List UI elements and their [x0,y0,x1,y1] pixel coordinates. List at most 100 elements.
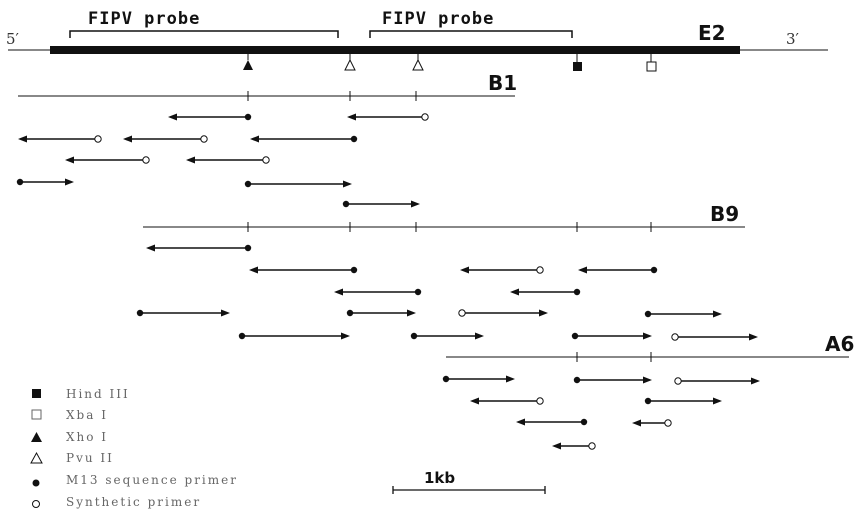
arrowhead-icon [249,266,258,274]
arrowhead-icon [341,332,350,340]
sequencing-read-arrow [552,442,596,450]
arrowhead-icon [470,397,479,405]
arrowhead-icon [713,397,722,405]
sequencing-read-arrow [334,288,422,296]
pvu-ii-site-icon [344,58,356,71]
xho-i-site-icon [243,60,253,70]
sequencing-read-arrow [410,332,484,340]
site-markers [243,54,657,72]
m13-primer-icon [414,288,422,296]
legend-label-hind-iii: Hind III [66,387,130,401]
sequencing-read-arrow [342,200,420,208]
sequencing-read-arrow [186,156,270,164]
arrowhead-icon [146,244,155,252]
synthetic-primer-legend-icon [32,500,40,508]
arrowhead-icon [578,266,587,274]
clone-label-a6: A6 [825,332,854,356]
three-prime-label: 3′ [786,30,800,48]
legend-label-xba-i: Xba I [66,408,108,422]
probe-bracket-2 [369,30,573,38]
arrowhead-icon [18,135,27,143]
arrowhead-icon [65,156,74,164]
arrowhead-icon [506,375,515,383]
sequencing-read-arrow [146,244,252,252]
clone-label-b9: B9 [710,202,739,226]
sequencing-read-arrow [516,418,588,426]
m13-primer-icon [136,309,144,317]
arrowhead-icon [221,309,230,317]
sequencing-read-arrow [249,266,358,274]
m13-primer-icon [573,376,581,384]
sequencing-read-arrow [671,333,758,341]
pvu-ii-site-icon [412,58,424,71]
synthetic-primer-icon [142,156,150,164]
arrowhead-icon [713,310,722,318]
sequencing-read-arrow [250,135,358,143]
m13-primer-icon [346,309,354,317]
genome-bar [50,46,740,54]
probe-bracket-1 [69,30,339,38]
m13-primer-icon [244,113,252,121]
arrowhead-icon [552,442,561,450]
arrowhead-icon [250,135,259,143]
synthetic-primer-icon [262,156,270,164]
clone-label-b1: B1 [488,71,517,95]
synthetic-primer-icon [458,309,466,317]
arrowhead-icon [65,178,74,186]
m13-primer-icon [571,332,579,340]
legend: Hind III Xba I Xho I Pvu II M13 sequence… [30,387,236,509]
m13-primer-icon [644,397,652,405]
sequencing-read-arrow [632,419,672,427]
xho-i-legend-icon [31,432,42,442]
m13-primer-icon [644,310,652,318]
arrowhead-icon [510,288,519,296]
synthetic-primer-icon [536,397,544,405]
legend-label-xho-i: Xho I [66,430,108,444]
arrowhead-icon [343,180,352,188]
m13-primer-icon [350,135,358,143]
m13-primer-icon [580,418,588,426]
sequencing-read-arrow [674,377,760,385]
arrowhead-icon [123,135,132,143]
m13-primer-icon [16,178,24,186]
sequencing-read-arrow [346,309,416,317]
five-prime-label: 5′ [6,30,20,48]
sequencing-reads [16,113,760,450]
arrowhead-icon [168,113,177,121]
sequencing-read-arrow [460,266,544,274]
scale-bar [392,486,546,494]
m13-primer-icon [350,266,358,274]
arrowhead-icon [632,419,641,427]
sequencing-read-arrow [510,288,581,296]
xba-i-legend-icon [31,409,42,420]
m13-primer-legend-icon [32,479,40,487]
sequencing-read-arrow [244,180,352,188]
arrowhead-icon [186,156,195,164]
sequencing-read-arrow [644,310,722,318]
sequencing-read-arrow [65,156,150,164]
hind-iii-legend-icon [32,389,41,398]
clone-b9 [143,222,745,232]
arrowhead-icon [411,200,420,208]
arrowhead-icon [475,332,484,340]
m13-primer-icon [342,200,350,208]
sequencing-read-arrow [16,178,74,186]
sequencing-read-arrow [571,332,652,340]
legend-label-synthetic-primer: Synthetic primer [66,495,201,509]
sequencing-read-arrow [136,309,230,317]
arrowhead-icon [539,309,548,317]
sequencing-read-arrow [442,375,515,383]
clone-a6 [446,352,849,362]
m13-primer-icon [442,375,450,383]
arrowhead-icon [643,332,652,340]
sequencing-read-arrow [644,397,722,405]
genome-label: E2 [698,21,726,45]
m13-primer-icon [244,244,252,252]
synthetic-primer-icon [671,333,679,341]
sequencing-read-arrow [470,397,544,405]
arrowhead-icon [460,266,469,274]
m13-primer-icon [410,332,418,340]
sequencing-read-arrow [573,376,652,384]
m13-primer-icon [238,332,246,340]
